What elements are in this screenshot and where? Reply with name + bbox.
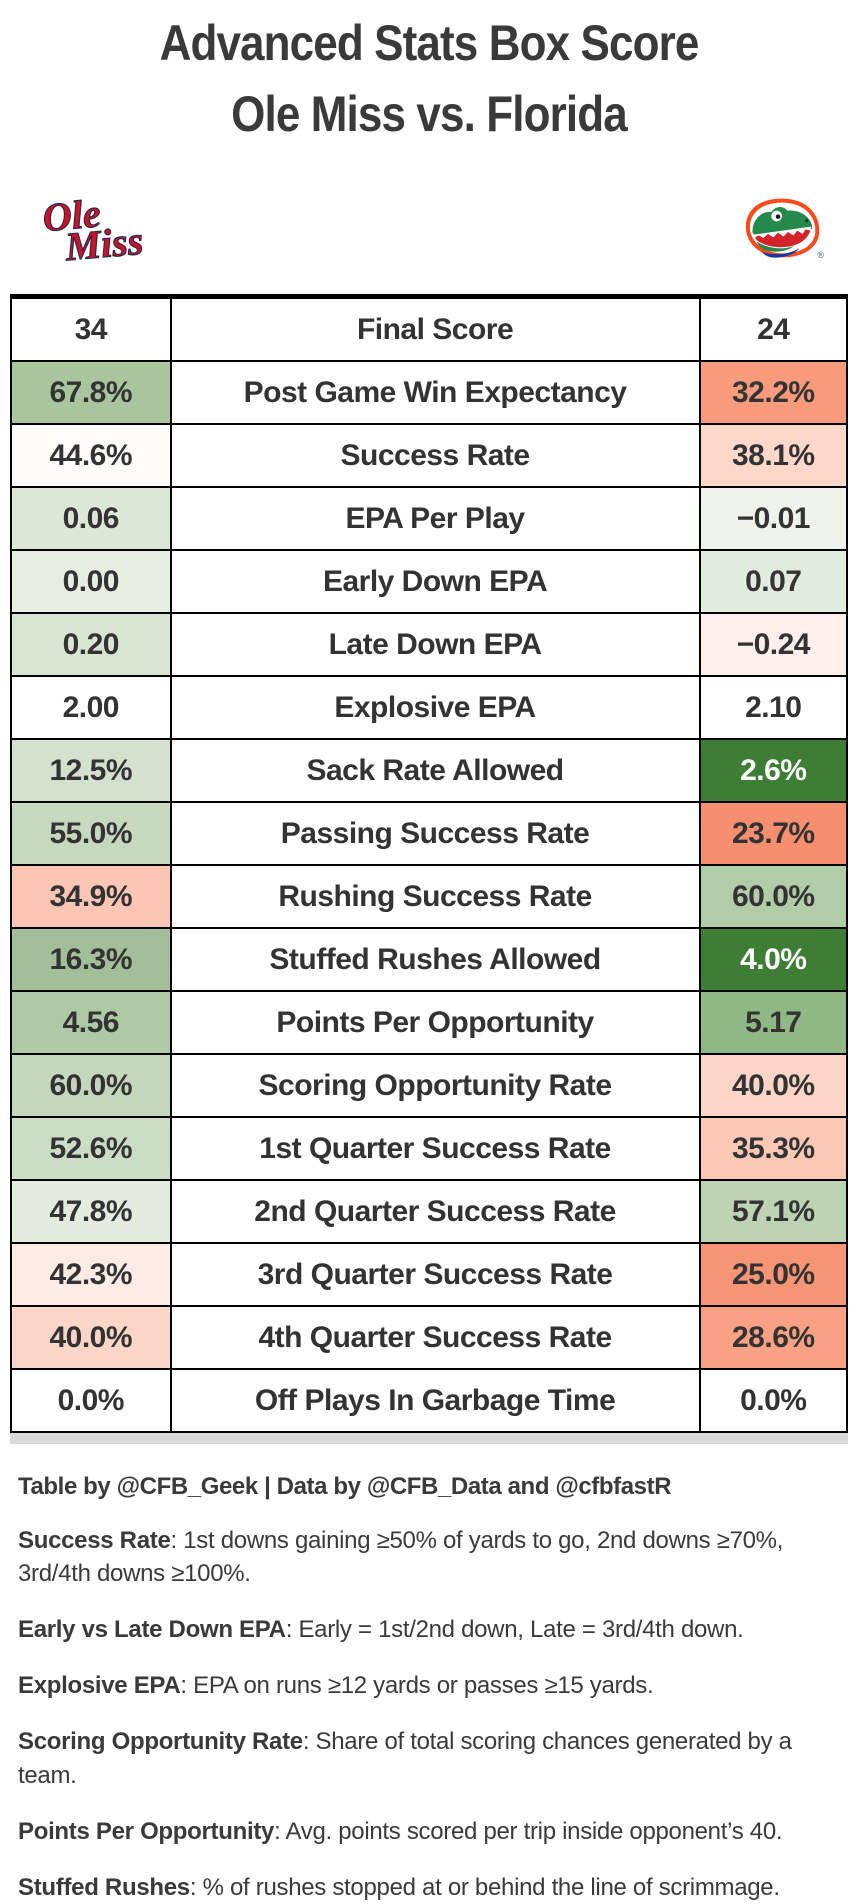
stat-label: Post Game Win Expectancy — [169, 360, 701, 425]
footnote-term: Explosive EPA — [18, 1672, 181, 1700]
stat-row: 2.00 Explosive EPA 2.10 — [10, 675, 849, 740]
gator-head-icon — [745, 198, 820, 258]
home-stat-value: 60.0% — [10, 1053, 172, 1118]
attribution-text: Table by @CFB_Geek | Data by @CFB_Data a… — [18, 1473, 672, 1500]
footnote: Stuffed Rushes: % of rushes stopped at o… — [18, 1873, 780, 1901]
stat-row: 60.0% Scoring Opportunity Rate 40.0% — [10, 1053, 849, 1118]
away-stat-value: 0.07 — [698, 549, 849, 614]
home-stat-value: 34 — [10, 295, 172, 362]
stat-row: 0.00 Early Down EPA 0.07 — [10, 549, 849, 614]
away-stat-value: −0.01 — [698, 486, 849, 551]
stat-label: 4th Quarter Success Rate — [169, 1305, 701, 1370]
stat-row: 52.6% 1st Quarter Success Rate 35.3% — [10, 1116, 849, 1181]
home-stat-value: 0.0% — [10, 1368, 172, 1433]
stat-row: 4.56 Points Per Opportunity 5.17 — [10, 990, 849, 1055]
away-stat-value: 32.2% — [698, 360, 849, 425]
home-stat-value: 4.56 — [10, 990, 172, 1055]
home-stat-value: 47.8% — [10, 1179, 172, 1244]
florida-gators-logo: ® — [742, 196, 824, 262]
footnote: Explosive EPA: EPA on runs ≥12 yards or … — [18, 1672, 654, 1700]
home-stat-value: 52.6% — [10, 1116, 172, 1181]
ole-miss-logo-text-bottom: Miss — [63, 217, 146, 270]
stat-label: Passing Success Rate — [169, 801, 701, 866]
home-stat-value: 16.3% — [10, 927, 172, 992]
stat-label: 3rd Quarter Success Rate — [169, 1242, 701, 1307]
stat-row: 55.0% Passing Success Rate 23.7% — [10, 801, 849, 866]
away-stat-value: 25.0% — [698, 1242, 849, 1307]
stats-table: 34 Final Score 24 67.8% Post Game Win Expect… — [10, 294, 849, 1433]
home-stat-value: 0.06 — [10, 486, 172, 551]
away-stat-value: 60.0% — [698, 864, 849, 929]
stat-label: Rushing Success Rate — [169, 864, 701, 929]
stat-label: Final Score — [169, 295, 701, 362]
footnote: Points Per Opportunity: Avg. points scor… — [18, 1817, 783, 1845]
away-stat-value: 23.7% — [698, 801, 849, 866]
away-stat-value: 5.17 — [698, 990, 849, 1055]
footnote-term: Success Rate — [18, 1527, 171, 1554]
stat-row: 34.9% Rushing Success Rate 60.0% — [10, 864, 849, 929]
footnote: Scoring Opportunity Rate: Share of total… — [18, 1728, 792, 1789]
away-stat-value: 28.6% — [698, 1305, 849, 1370]
home-stat-value: 12.5% — [10, 738, 172, 803]
stat-label: 1st Quarter Success Rate — [169, 1116, 701, 1181]
stat-row: 16.3% Stuffed Rushes Allowed 4.0% — [10, 927, 849, 992]
home-stat-value: 67.8% — [10, 360, 172, 425]
stat-row: 0.06 EPA Per Play −0.01 — [10, 486, 849, 551]
away-stat-value: 4.0% — [698, 927, 849, 992]
home-stat-value: 34.9% — [10, 864, 172, 929]
stat-row: 0.20 Late Down EPA −0.24 — [10, 612, 849, 677]
home-stat-value: 0.00 — [10, 549, 172, 614]
stat-label: Scoring Opportunity Rate — [169, 1053, 701, 1118]
away-stat-value: 57.1% — [698, 1179, 849, 1244]
away-stat-value: 35.3% — [698, 1116, 849, 1181]
ole-miss-logo: Ole Miss — [40, 190, 146, 270]
stat-row: 47.8% 2nd Quarter Success Rate 57.1% — [10, 1179, 849, 1244]
away-stat-value: 2.6% — [698, 738, 849, 803]
footnote-term: Points Per Opportunity — [18, 1817, 275, 1845]
home-stat-value: 42.3% — [10, 1242, 172, 1307]
stat-label: Sack Rate Allowed — [169, 738, 701, 803]
stat-row: 67.8% Post Game Win Expectancy 32.2% — [10, 360, 849, 425]
home-stat-value: 40.0% — [10, 1305, 172, 1370]
stat-label: Early Down EPA — [169, 549, 701, 614]
stat-label: 2nd Quarter Success Rate — [169, 1179, 701, 1244]
footnote-term: Scoring Opportunity Rate — [18, 1728, 303, 1756]
stat-label: Off Plays In Garbage Time — [169, 1368, 701, 1433]
stat-row: 12.5% Sack Rate Allowed 2.6% — [10, 738, 849, 803]
page-title-line1: Advanced Stats Box Score — [159, 15, 700, 71]
footnote-term: Stuffed Rushes — [18, 1873, 190, 1901]
stat-row: 44.6% Success Rate 38.1% — [10, 423, 849, 488]
team-logos-row: Ole Miss ® — [40, 188, 824, 270]
stat-label: EPA Per Play — [169, 486, 701, 551]
registered-trademark-mark: ® — [817, 250, 824, 260]
stat-label: Points Per Opportunity — [169, 990, 701, 1055]
stat-label: Success Rate — [169, 423, 701, 488]
away-stat-value: −0.24 — [698, 612, 849, 677]
home-stat-value: 44.6% — [10, 423, 172, 488]
away-stat-value: 38.1% — [698, 423, 849, 488]
stat-label: Late Down EPA — [169, 612, 701, 677]
footnote: Early vs Late Down EPA: Early = 1st/2nd … — [18, 1616, 744, 1644]
stat-label: Stuffed Rushes Allowed — [169, 927, 701, 992]
table-bottom-separator — [10, 1433, 848, 1444]
away-stat-value: 24 — [698, 295, 849, 362]
stat-row: 0.0% Off Plays In Garbage Time 0.0% — [10, 1368, 849, 1433]
footnote: Success Rate: 1st downs gaining ≥50% of … — [18, 1527, 784, 1588]
stat-row: 42.3% 3rd Quarter Success Rate 25.0% — [10, 1242, 849, 1307]
footnotes-section: Success Rate: 1st downs gaining ≥50% of … — [0, 1524, 858, 1904]
page-title-line2: Ole Miss vs. Florida — [231, 86, 628, 142]
home-stat-value: 2.00 — [10, 675, 172, 740]
away-stat-value: 2.10 — [698, 675, 849, 740]
home-stat-value: 55.0% — [10, 801, 172, 866]
stat-row: 40.0% 4th Quarter Success Rate 28.6% — [10, 1305, 849, 1370]
home-stat-value: 0.20 — [10, 612, 172, 677]
stat-label: Explosive EPA — [169, 675, 701, 740]
away-stat-value: 40.0% — [698, 1053, 849, 1118]
footnote-term: Early vs Late Down EPA — [18, 1616, 286, 1644]
away-stat-value: 0.0% — [698, 1368, 849, 1433]
stat-row: 34 Final Score 24 — [10, 295, 849, 362]
